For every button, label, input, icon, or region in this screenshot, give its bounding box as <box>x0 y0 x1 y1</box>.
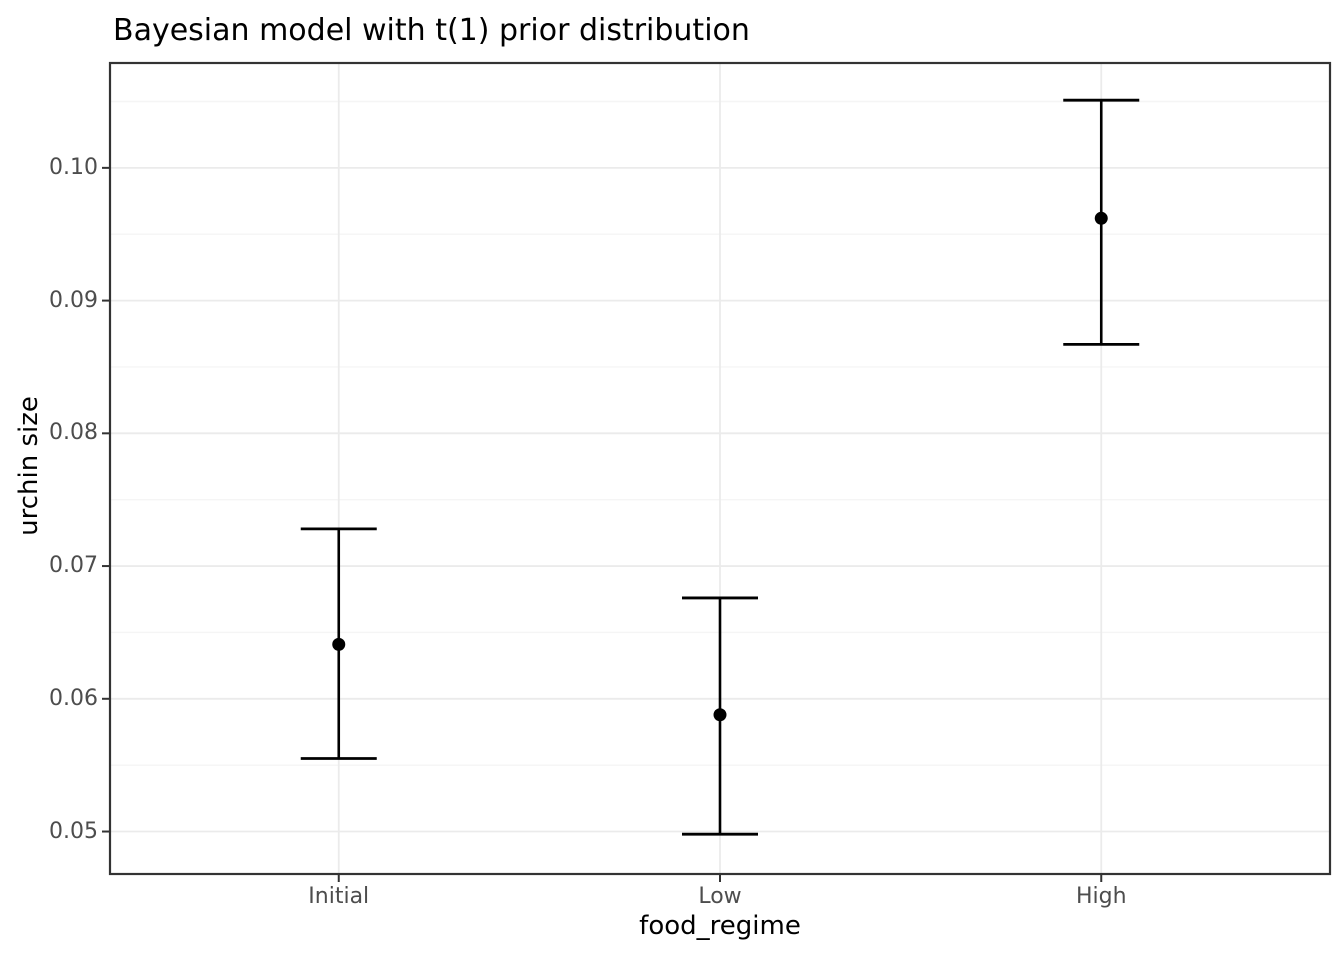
chart-title: Bayesian model with t(1) prior distribut… <box>113 13 750 48</box>
y-axis-tick-label: 0.08 <box>49 420 98 446</box>
mean-point <box>1094 211 1108 225</box>
y-axis-tick-label: 0.09 <box>49 287 98 313</box>
y-axis-tick-label: 0.06 <box>49 685 98 711</box>
x-axis-title: food_regime <box>639 911 801 941</box>
y-axis-tick-label: 0.10 <box>49 154 98 180</box>
x-axis-tick-label: High <box>1075 884 1127 909</box>
mean-point <box>713 708 727 722</box>
y-axis-tick-label: 0.07 <box>49 553 98 579</box>
x-axis-tick-label: Initial <box>308 884 370 909</box>
y-axis-tick-label: 0.05 <box>49 818 98 844</box>
mean-point <box>332 637 346 651</box>
x-axis-tick-label: Low <box>698 884 742 909</box>
